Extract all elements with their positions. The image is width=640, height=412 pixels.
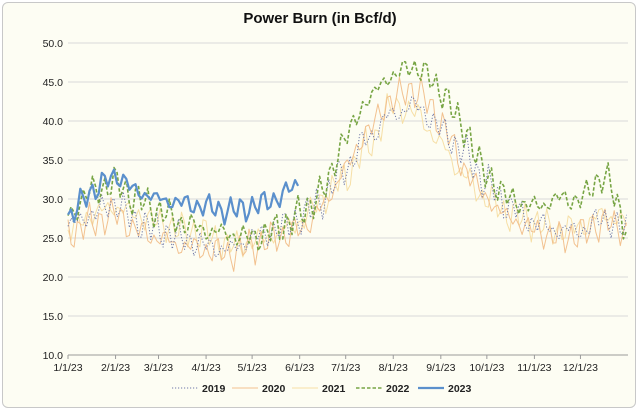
legend-label: 2023 — [448, 383, 472, 395]
legend-label: 2022 — [386, 383, 410, 395]
x-tick-label: 7/1/23 — [331, 362, 360, 374]
y-tick-label: 25.0 — [43, 233, 64, 245]
legend-label: 2019 — [202, 383, 226, 395]
x-tick-label: 8/1/23 — [379, 362, 408, 374]
x-tick-label: 11/1/23 — [517, 362, 551, 374]
series-line-2021 — [67, 93, 627, 261]
legend-item-2022: 2022 — [356, 383, 410, 395]
series-line-2019 — [67, 96, 627, 258]
y-axis: 10.0 15.0 20.0 25.0 30.0 35.0 40.0 45.0 50.0 — [43, 38, 64, 362]
x-tick-label: 4/1/23 — [191, 362, 220, 374]
series-line-2023 — [67, 168, 300, 226]
x-tick-label: 6/1/23 — [285, 362, 314, 374]
legend-label: 2020 — [262, 383, 286, 395]
x-tick-label: 10/1/23 — [469, 362, 504, 374]
x-tick-label: 9/1/23 — [426, 362, 455, 374]
series-lines — [67, 60, 628, 272]
y-tick-label: 30.0 — [43, 194, 64, 206]
y-tick-label: 40.0 — [43, 116, 64, 128]
x-tick-label: 2/1/23 — [101, 362, 130, 374]
legend-item-2021: 2021 — [292, 383, 346, 395]
legend: 2019 2020 2021 2022 2023 — [172, 383, 472, 395]
y-tick-label: 10.0 — [43, 350, 64, 362]
series-line-2020 — [67, 76, 627, 272]
legend-item-2019: 2019 — [172, 383, 226, 395]
x-axis: 1/1/23 2/1/23 3/1/23 4/1/23 5/1/23 6/1/23 7/1/… — [53, 355, 598, 374]
y-tick-label: 15.0 — [43, 311, 64, 323]
y-tick-label: 45.0 — [43, 77, 64, 89]
x-tick-label: 1/1/23 — [53, 362, 82, 374]
legend-item-2023: 2023 — [418, 383, 472, 395]
y-tick-label: 35.0 — [43, 155, 64, 167]
x-tick-label: 12/1/23 — [563, 362, 598, 374]
y-tick-label: 20.0 — [43, 272, 64, 284]
x-tick-label: 3/1/23 — [144, 362, 173, 374]
series-line-2022 — [67, 60, 628, 252]
x-tick-label: 5/1/23 — [238, 362, 267, 374]
chart-title: Power Burn (in Bcf/d) — [243, 10, 397, 27]
legend-label: 2021 — [322, 383, 346, 395]
y-tick-label: 50.0 — [43, 38, 64, 50]
legend-item-2020: 2020 — [232, 383, 286, 395]
